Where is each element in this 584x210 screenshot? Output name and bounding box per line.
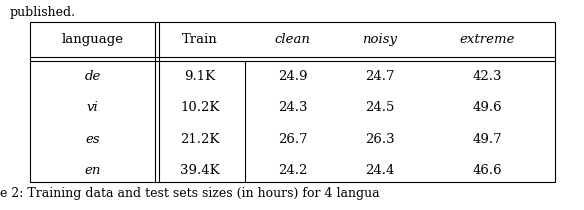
Text: de: de (84, 70, 100, 83)
Text: noisy: noisy (363, 33, 398, 46)
Text: 49.7: 49.7 (472, 133, 502, 146)
Text: 24.4: 24.4 (366, 164, 395, 177)
Text: 21.2K: 21.2K (180, 133, 220, 146)
Text: language: language (61, 33, 123, 46)
Text: vi: vi (86, 101, 98, 114)
Text: 24.2: 24.2 (278, 164, 307, 177)
Text: clean: clean (274, 33, 311, 46)
Text: 42.3: 42.3 (473, 70, 502, 83)
Text: 24.9: 24.9 (278, 70, 307, 83)
Text: 9.1K: 9.1K (185, 70, 215, 83)
Text: 24.5: 24.5 (366, 101, 395, 114)
Text: e 2: Training data and test sets sizes (in hours) for 4 langua: e 2: Training data and test sets sizes (… (0, 187, 380, 200)
Text: 26.3: 26.3 (365, 133, 395, 146)
Text: 10.2K: 10.2K (180, 101, 220, 114)
Text: 49.6: 49.6 (472, 101, 502, 114)
Text: 24.3: 24.3 (278, 101, 307, 114)
Text: 46.6: 46.6 (472, 164, 502, 177)
Text: 26.7: 26.7 (277, 133, 307, 146)
Text: 39.4K: 39.4K (180, 164, 220, 177)
Text: en: en (84, 164, 100, 177)
Bar (30, 22, 555, 182)
Text: Train: Train (182, 33, 218, 46)
Text: extreme: extreme (460, 33, 515, 46)
Text: es: es (85, 133, 100, 146)
Text: 24.7: 24.7 (365, 70, 395, 83)
Text: published.: published. (10, 6, 76, 19)
